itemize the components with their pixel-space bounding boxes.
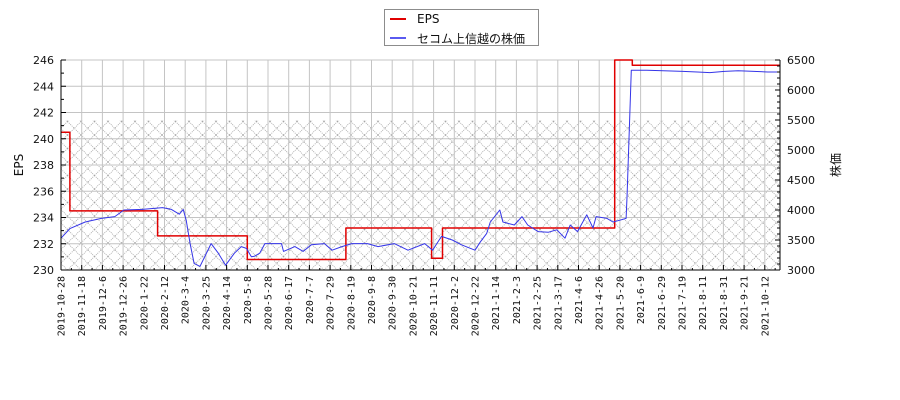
y-left-tick-label: 238 <box>33 159 54 172</box>
y-right-tick-label: 4000 <box>787 204 815 217</box>
y-right-tick-label: 5500 <box>787 114 815 127</box>
legend-swatch-red-line-icon <box>390 18 406 20</box>
x-tick-label: 2020-10-21 <box>408 276 419 336</box>
x-tick-label: 2020-5-28 <box>264 276 275 330</box>
y-right-tick-label: 5000 <box>787 144 815 157</box>
y-left-tick-label: 236 <box>33 185 54 198</box>
x-tick-label: 2021-8-11 <box>698 276 709 330</box>
x-tick-label: 2020-3-25 <box>201 276 212 330</box>
y-left-tick-label: 244 <box>33 80 54 93</box>
x-tick-label: 2020-12-2 <box>450 276 461 330</box>
x-tick-label: 2021-4-26 <box>595 276 606 330</box>
x-tick-label: 2021-5-20 <box>615 276 626 330</box>
y-right-tick-label: 6000 <box>787 84 815 97</box>
y-right-tick-label: 3500 <box>787 234 815 247</box>
x-tick-label: 2020-6-17 <box>284 276 295 330</box>
background-band <box>61 120 780 270</box>
x-tick-label: 2020-2-12 <box>160 276 171 330</box>
x-tick-label: 2021-6-9 <box>636 276 647 324</box>
x-tick-label: 2020-9-8 <box>367 276 378 324</box>
axes <box>60 59 781 271</box>
y-right-tick-label: 3000 <box>787 264 815 277</box>
x-tick-label: 2021-8-31 <box>719 276 730 330</box>
x-tick-label: 2020-3-4 <box>181 276 192 324</box>
chart-legend: EPS セコム上信越の株価 <box>384 9 539 46</box>
legend-item-eps: EPS <box>385 11 439 27</box>
x-tick-label: 2021-2-25 <box>533 276 544 330</box>
y-left-tick-label: 232 <box>33 238 54 251</box>
x-tick-label: 2020-11-11 <box>429 276 440 336</box>
x-tick-label: 2021-2-3 <box>512 276 523 324</box>
x-tick-label: 2020-12-22 <box>471 276 482 336</box>
x-tick-label: 2021-9-21 <box>740 276 751 330</box>
y-left-axis-title: EPS <box>12 154 26 176</box>
legend-item-stock-price: セコム上信越の株価 <box>385 30 525 46</box>
x-tick-label: 2020-1-22 <box>139 276 150 330</box>
x-tick-label: 2021-1-14 <box>491 276 502 330</box>
x-tick-label: 2019-12-26 <box>119 276 130 336</box>
y-right-axis-title: 株価 <box>828 153 843 177</box>
legend-label: セコム上信越の株価 <box>417 31 526 46</box>
y-left-tick-label: 242 <box>33 107 54 120</box>
tick-labels: 230 232 234 236 238 240 242 244 246 3000 3500 4000 4… <box>33 54 815 336</box>
x-tick-label: 2020-8-19 <box>346 276 357 330</box>
series-lines <box>60 59 781 267</box>
x-tick-label: 2019-11-18 <box>77 276 88 336</box>
x-tick-label: 2021-6-29 <box>657 276 668 330</box>
grid-lines <box>60 59 780 271</box>
legend-label: EPS <box>417 12 440 26</box>
x-tick-label: 2021-3-17 <box>553 276 564 330</box>
x-tick-label: 2020-7-7 <box>305 276 316 324</box>
x-tick-label: 2020-7-29 <box>326 276 337 330</box>
x-tick-label: 2020-5-8 <box>243 276 254 324</box>
y-left-tick-label: 246 <box>33 54 54 67</box>
y-left-tick-label: 230 <box>33 264 54 277</box>
x-tick-label: 2020-9-30 <box>388 276 399 330</box>
eps-series-line <box>61 59 781 261</box>
x-tick-label: 2020-4-14 <box>222 276 233 330</box>
x-tick-label: 2021-10-12 <box>760 276 771 336</box>
y-right-tick-label: 6500 <box>787 54 815 67</box>
y-right-tick-label: 4500 <box>787 174 815 187</box>
x-tick-label: 2021-7-19 <box>678 276 689 330</box>
x-tick-label: 2019-12-6 <box>98 276 109 330</box>
legend-swatch-blue-line-icon <box>390 37 406 39</box>
y-left-tick-label: 240 <box>33 133 54 146</box>
x-tick-label: 2021-4-6 <box>574 276 585 324</box>
stock-price-series-line <box>60 69 780 267</box>
crosshatch-band <box>61 120 780 270</box>
x-tick-label: 2019-10-28 <box>57 276 68 336</box>
y-left-tick-label: 234 <box>33 212 54 225</box>
